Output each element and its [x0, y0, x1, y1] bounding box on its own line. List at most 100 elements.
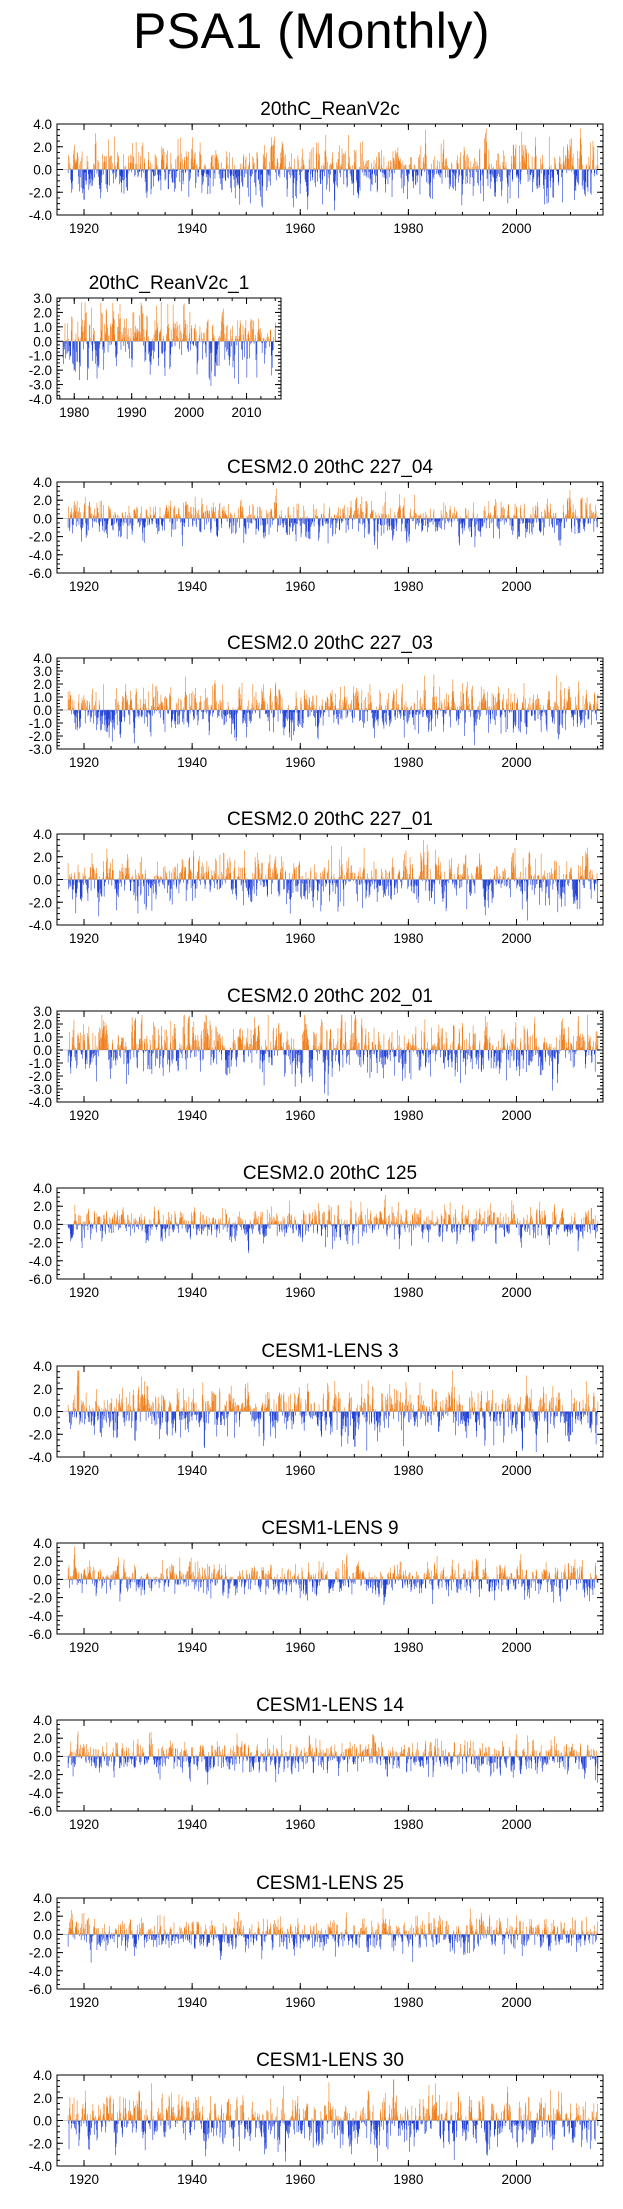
bar [389, 518, 391, 527]
bar [184, 160, 186, 170]
bar [302, 169, 304, 171]
bar [328, 710, 330, 717]
bar [488, 149, 490, 170]
bar [130, 338, 131, 342]
bar [263, 337, 265, 342]
bar [339, 518, 340, 530]
bar [517, 699, 519, 710]
bar [447, 707, 448, 710]
bar [115, 341, 116, 358]
bar [124, 319, 125, 342]
bar [159, 331, 161, 342]
bar [220, 706, 222, 710]
bar [168, 709, 170, 710]
bar [174, 866, 176, 880]
bar [208, 168, 210, 170]
bar [110, 509, 111, 519]
bar [271, 705, 273, 710]
bar [498, 692, 500, 710]
bar [553, 512, 554, 519]
bar [178, 338, 179, 342]
x-tick-label: 1920 [69, 221, 99, 236]
bar [191, 514, 193, 519]
bar [211, 518, 212, 529]
bar [527, 169, 529, 182]
bar [79, 164, 81, 170]
bar [429, 710, 431, 723]
bar [429, 517, 431, 519]
bar [580, 144, 582, 170]
y-tick-label: 4.0 [33, 475, 52, 490]
bar [79, 341, 80, 380]
x-tick-label: 1960 [285, 755, 315, 770]
bar [164, 341, 165, 368]
bar [210, 169, 211, 178]
bar [208, 518, 209, 522]
bar [228, 341, 230, 360]
bar [346, 517, 347, 519]
bar [221, 879, 223, 886]
bar [125, 868, 127, 880]
bar [93, 164, 95, 170]
bar [74, 144, 75, 170]
bar [252, 879, 253, 890]
bar [281, 516, 282, 519]
bar [453, 169, 455, 171]
bar [291, 879, 292, 898]
bar [365, 501, 367, 519]
bar [159, 704, 160, 710]
bar [412, 710, 414, 718]
bar [163, 151, 165, 170]
bar [414, 165, 416, 170]
bar [297, 879, 299, 892]
bar [578, 169, 579, 185]
bar [282, 710, 283, 714]
bar [116, 169, 118, 172]
bar [178, 340, 180, 342]
bar [243, 518, 245, 544]
bar [68, 506, 69, 519]
bar [124, 166, 126, 170]
bar [595, 701, 597, 710]
bar [179, 710, 180, 724]
bar [165, 340, 167, 342]
bar [569, 154, 570, 170]
bar [553, 169, 555, 198]
bar [132, 518, 134, 526]
bar [475, 169, 477, 173]
bar [72, 512, 74, 519]
bar [142, 873, 143, 880]
bar [155, 879, 156, 893]
bar [120, 341, 122, 350]
bar [199, 151, 200, 170]
bar [118, 710, 119, 711]
bar [212, 710, 214, 713]
bar [348, 134, 349, 170]
bar [266, 510, 267, 519]
bar [597, 703, 598, 710]
x-tick-label: 2000 [501, 755, 531, 770]
bar [515, 144, 517, 170]
bar [243, 156, 244, 170]
bar [331, 518, 333, 523]
bar [285, 518, 287, 533]
bar [220, 702, 222, 710]
bar [494, 505, 496, 519]
bar [553, 516, 555, 519]
bar [189, 693, 191, 710]
bar [109, 873, 110, 880]
bar [136, 329, 138, 342]
bar [393, 693, 395, 710]
bar [149, 166, 150, 170]
bar [359, 710, 361, 721]
bar [127, 699, 128, 710]
bar [514, 693, 515, 710]
bar [259, 328, 261, 342]
bar [592, 140, 594, 170]
bar [398, 509, 399, 519]
bar [257, 169, 259, 181]
bar [286, 710, 288, 713]
bar [309, 151, 311, 170]
bar [141, 856, 142, 880]
bar [458, 710, 460, 719]
